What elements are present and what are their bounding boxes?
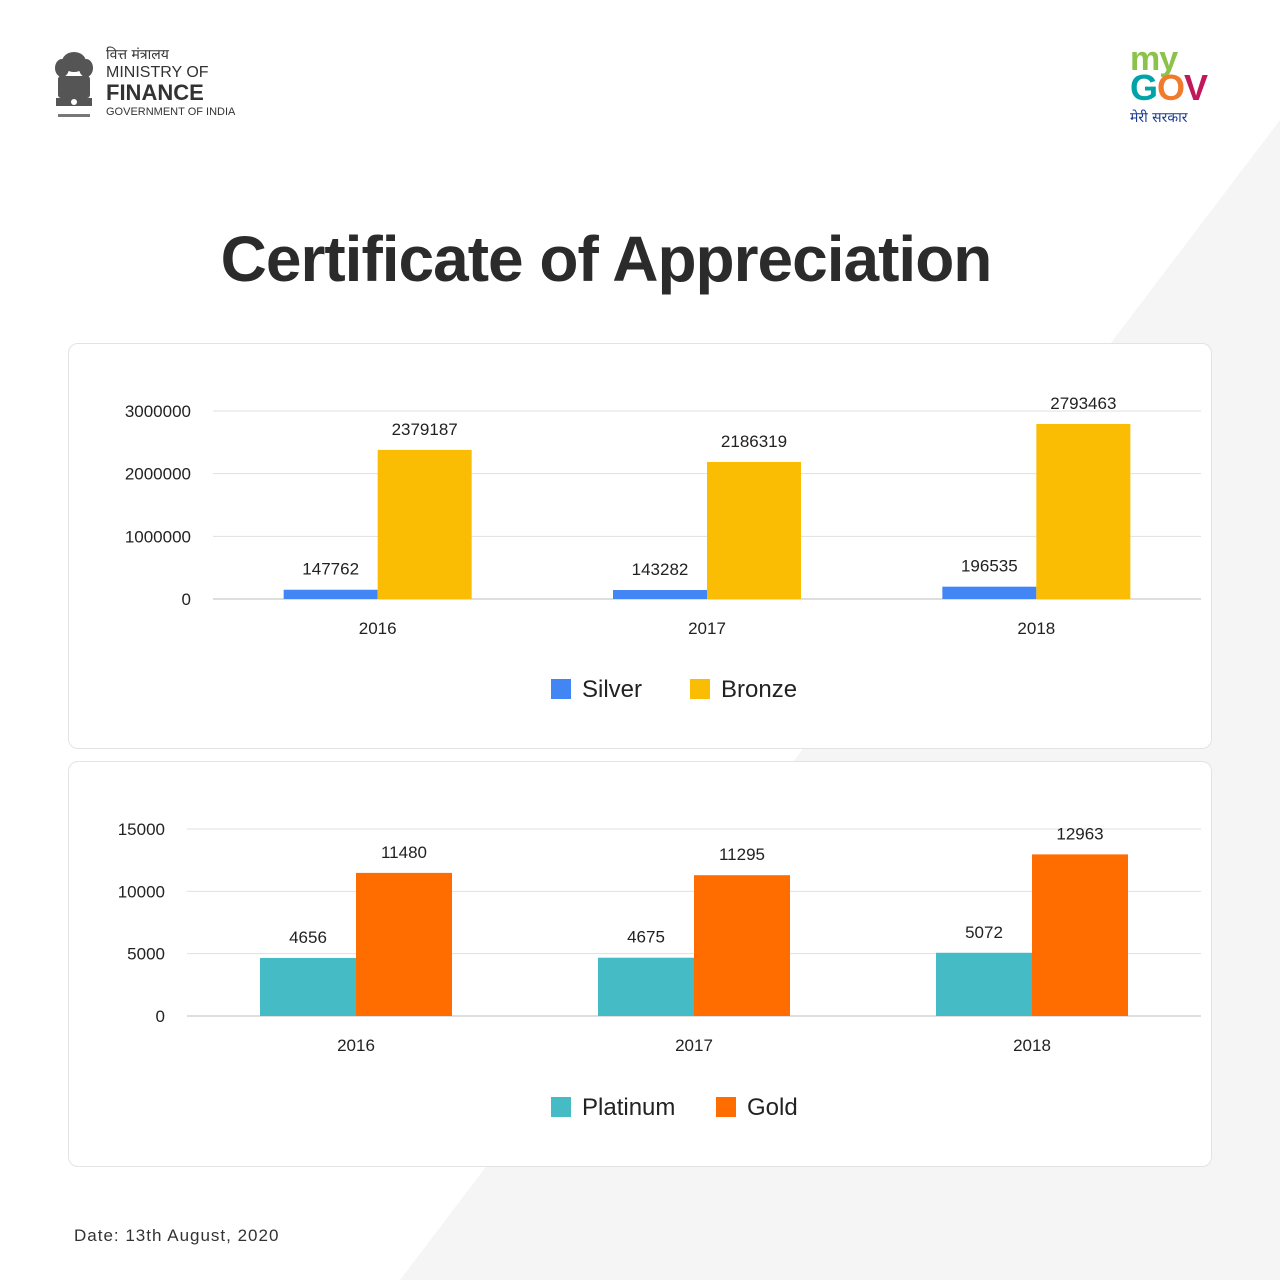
bar-silver-2018 (942, 586, 1037, 599)
date-text: Date: 13th August, 2020 (74, 1226, 280, 1245)
bar-silver-2017 (613, 590, 707, 599)
y-tick-label: 15000 (118, 820, 165, 839)
ministry-header: वित्त मंत्रालय MINISTRY OF FINANCE GOVER… (52, 48, 235, 124)
bar-platinum-2016 (260, 957, 356, 1016)
data-label: 2379187 (392, 420, 458, 439)
bar-bronze-2018 (1036, 423, 1131, 599)
national-emblem-icon (55, 52, 93, 117)
y-tick-label: 1000000 (125, 527, 191, 546)
legend-label-platinum: Platinum (582, 1094, 675, 1121)
bar-silver-2016 (283, 589, 378, 599)
legend-swatch-platinum (551, 1097, 571, 1117)
ministry-line-3: GOVERNMENT OF INDIA (106, 105, 236, 118)
data-label: 2186319 (721, 432, 787, 451)
data-label: 11295 (719, 845, 765, 864)
x-tick-label: 2017 (688, 619, 726, 638)
data-label: 196535 (961, 557, 1018, 576)
y-tick-label: 2000000 (125, 465, 191, 484)
bar-platinum-2018 (936, 952, 1032, 1016)
bar-gold-2016 (356, 872, 452, 1016)
ministry-line-2: FINANCE (106, 80, 204, 106)
y-tick-label: 10000 (118, 882, 165, 901)
y-tick-label: 3000000 (125, 402, 191, 421)
legend-swatch-bronze (690, 679, 710, 699)
data-label: 4656 (289, 928, 327, 947)
bar-gold-2018 (1032, 854, 1128, 1016)
data-label: 2793463 (1050, 394, 1116, 413)
chart-card-silver-bronze: 0 1000000 2000000 3000000 147762 2379187 2016 1… (68, 343, 1212, 749)
bar-bronze-2016 (377, 449, 472, 599)
legend-label-gold: Gold (747, 1094, 798, 1121)
chart-card-platinum-gold: 0 5000 10000 15000 4656 11480 2016 4675 11295 201… (68, 761, 1212, 1167)
data-label: 5072 (965, 923, 1003, 942)
y-tick-label: 5000 (127, 945, 165, 964)
page-title: Certificate of Appreciation (220, 223, 993, 295)
data-label: 143282 (632, 560, 689, 579)
mygov-logo: my GOV मेरी सरकार (1130, 42, 1240, 127)
legend-label-silver: Silver (582, 676, 642, 703)
ministry-line-1: MINISTRY OF (106, 63, 209, 81)
legend-label-bronze: Bronze (721, 676, 797, 703)
ministry-name-hindi: वित्त मंत्रालय (106, 47, 169, 63)
bar-chart-platinum-gold: 0 5000 10000 15000 4656 11480 2016 4675 11295 201… (118, 820, 1201, 1121)
legend-swatch-gold (716, 1097, 736, 1117)
x-tick-label: 2018 (1013, 1036, 1051, 1055)
y-tick-label: 0 (156, 1007, 165, 1026)
mygov-logo-gov: GOV (1130, 67, 1208, 108)
y-tick-label: 0 (182, 590, 191, 609)
bar-platinum-2017 (598, 957, 694, 1016)
data-label: 12963 (1056, 824, 1103, 843)
bar-bronze-2017 (707, 461, 801, 599)
bar-chart-silver-bronze: 0 1000000 2000000 3000000 147762 2379187 2016 1… (125, 394, 1201, 703)
x-tick-label: 2018 (1017, 619, 1055, 638)
bar-gold-2017 (694, 875, 790, 1016)
x-tick-label: 2016 (337, 1036, 375, 1055)
mygov-tagline: मेरी सरकार (1130, 110, 1188, 127)
legend-swatch-silver (551, 679, 571, 699)
data-label: 11480 (381, 843, 427, 862)
data-label: 4675 (627, 928, 665, 947)
x-tick-label: 2017 (675, 1036, 713, 1055)
mygov-logo-my: my (1130, 40, 1178, 78)
data-label: 147762 (302, 560, 359, 579)
x-tick-label: 2016 (359, 619, 397, 638)
